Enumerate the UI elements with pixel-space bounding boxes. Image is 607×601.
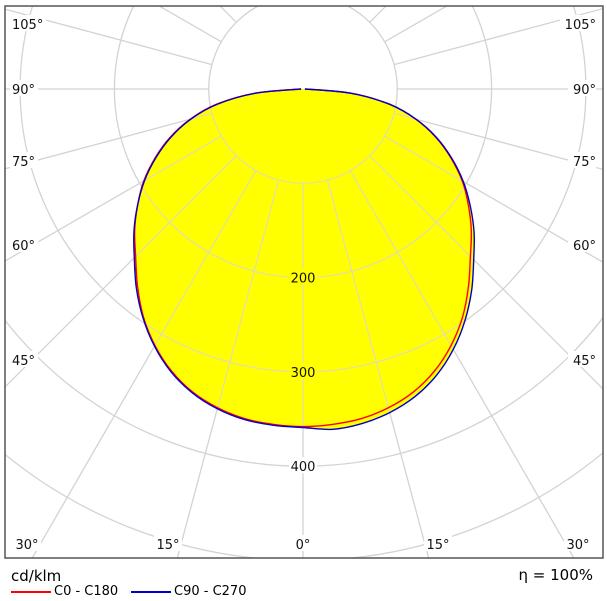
angle-label: 90° — [12, 83, 35, 98]
efficiency-label: η = 100% — [518, 566, 594, 584]
angle-label: 90° — [573, 83, 596, 98]
legend-swatch-blue — [131, 590, 171, 593]
angle-label: 30° — [566, 538, 589, 553]
unit-label: cd/klm — [11, 567, 62, 585]
legend-swatch-red — [11, 590, 51, 593]
legend-item-c0-c180: C0 - C180 — [11, 584, 118, 599]
angle-label: 75° — [12, 155, 35, 170]
legend-label: C90 - C270 — [174, 584, 247, 599]
angle-label: 105° — [12, 18, 43, 33]
angle-label: 105° — [565, 18, 596, 33]
legend-label: C0 - C180 — [54, 584, 119, 599]
ring-value-label: 300 — [291, 366, 316, 381]
angle-label: 30° — [15, 538, 38, 553]
angle-label: 0° — [296, 538, 311, 553]
ring-value-label: 400 — [291, 460, 316, 475]
angle-label: 60° — [12, 239, 35, 254]
angle-label: 60° — [573, 239, 596, 254]
angle-label: 75° — [573, 155, 596, 170]
chart-frame — [4, 5, 604, 559]
angle-label: 15° — [426, 538, 449, 553]
axis-labels: 105° 90° 75° 60° 45° 105° 90° 75° 60° 45° 30° 15° 0°… — [10, 15, 596, 553]
curve-c90-c270 — [133, 88, 476, 431]
legend-item-c90-c270: C90 - C270 — [131, 584, 246, 599]
intensity-fill — [133, 89, 475, 430]
angle-label: 15° — [156, 538, 179, 553]
angle-label: 45° — [12, 354, 35, 369]
angle-label: 45° — [573, 354, 596, 369]
ring-value-label: 200 — [291, 272, 316, 287]
